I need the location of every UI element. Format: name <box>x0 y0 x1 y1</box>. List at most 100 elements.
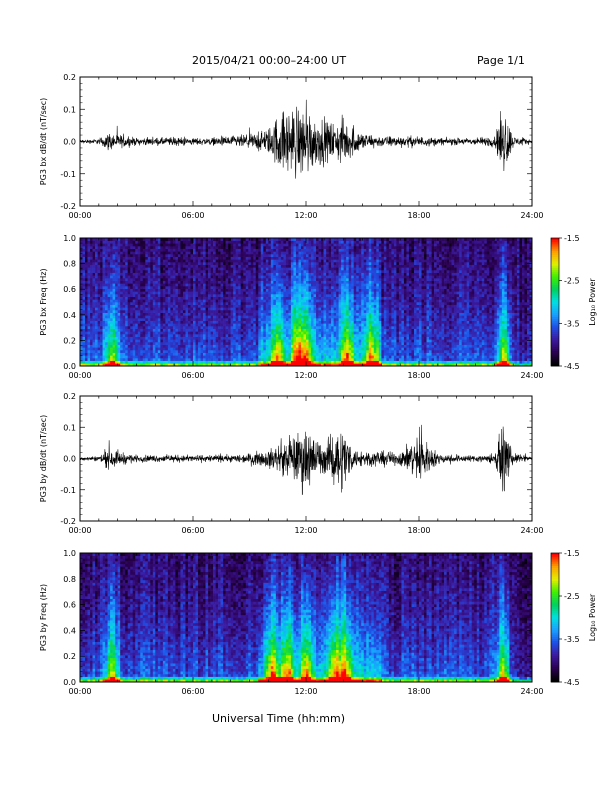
y-axis-label: PG3 bx dB/dt (nT/sec) <box>39 98 48 185</box>
colorbar-swatch <box>551 576 559 580</box>
x-tick-label: 12:00 <box>294 687 317 696</box>
colorbar-swatch <box>551 557 559 560</box>
colorbar-tick-label: -4.5 <box>564 362 580 371</box>
colorbar-swatch <box>551 654 559 657</box>
y-tick-label: 0.6 <box>63 601 76 610</box>
colorbar-swatch <box>551 600 559 603</box>
colorbar-swatch <box>551 578 559 582</box>
colorbar-swatch <box>551 664 559 668</box>
y-axis-label: PG3 bx Freq (Hz) <box>39 268 48 335</box>
colorbar-label: Log₁₀ Power <box>588 593 597 641</box>
colorbar-swatch <box>551 329 559 333</box>
colorbar-swatch <box>551 291 559 294</box>
y-tick-label: 0.1 <box>63 423 76 432</box>
colorbar-swatch <box>551 574 559 578</box>
colorbar-swatch <box>551 248 559 252</box>
dbdt-trace <box>79 424 533 496</box>
x-tick-label: 18:00 <box>407 211 430 220</box>
colorbar-swatch <box>551 340 559 343</box>
colorbar-swatch <box>551 321 559 324</box>
x-tick-label: 00:00 <box>68 371 91 380</box>
colorbar-swatch <box>551 348 559 352</box>
colorbar-swatch <box>551 314 559 318</box>
colorbar-swatch <box>551 293 559 296</box>
colorbar-swatch <box>551 325 559 328</box>
colorbar-frame <box>550 237 560 367</box>
colorbar-swatch <box>551 613 559 616</box>
colorbar-swatch <box>551 669 559 672</box>
colorbar-swatch <box>551 302 559 305</box>
colorbar-swatch <box>551 561 559 565</box>
colorbar-swatch <box>551 244 559 247</box>
colorbar-swatch <box>551 649 559 653</box>
colorbar-swatch <box>551 555 559 558</box>
colorbar-swatch <box>551 353 559 356</box>
colorbar-swatch <box>551 242 559 245</box>
x-tick-label: 24:00 <box>520 371 543 380</box>
colorbar-swatch <box>551 344 559 348</box>
colorbar-swatch <box>551 295 559 299</box>
x-tick-label: 12:00 <box>294 211 317 220</box>
colorbar-swatch <box>551 351 559 354</box>
colorbar-swatch <box>551 246 559 250</box>
colorbar-swatch <box>551 310 559 314</box>
colorbar-swatch <box>551 602 559 605</box>
colorbar-swatch <box>551 662 559 666</box>
y-tick-label: 0.2 <box>63 652 76 661</box>
x-tick-label: 06:00 <box>181 371 204 380</box>
colorbar-swatch <box>551 563 559 567</box>
colorbar-swatch <box>551 284 559 288</box>
colorbar-swatch <box>551 677 559 681</box>
x-tick-label: 00:00 <box>68 687 91 696</box>
colorbar-swatch <box>551 606 559 610</box>
colorbar-swatch <box>551 553 559 556</box>
y-tick-label: 0.8 <box>63 260 76 269</box>
colorbar-swatch <box>551 280 559 284</box>
colorbar-swatch <box>551 617 559 621</box>
y-tick-label: 0.1 <box>63 105 76 114</box>
x-tick-label: 00:00 <box>68 526 91 535</box>
colorbar-swatch <box>551 621 559 625</box>
colorbar-swatch <box>551 240 559 243</box>
colorbar-swatch <box>551 666 559 670</box>
colorbar-swatch <box>551 319 559 322</box>
x-tick-label: 06:00 <box>181 526 204 535</box>
colorbar-swatch <box>551 276 559 279</box>
y-tick-label: 0.4 <box>63 311 76 320</box>
colorbar-swatch <box>551 297 559 301</box>
colorbar-swatch <box>551 261 559 264</box>
colorbar-swatch <box>551 263 559 267</box>
y-tick-label: 1.0 <box>63 549 76 558</box>
colorbar-swatch <box>551 287 559 290</box>
y-tick-label: 0.6 <box>63 285 76 294</box>
colorbar-swatch <box>551 679 559 683</box>
colorbar-swatch <box>551 643 559 646</box>
colorbar-swatch <box>551 252 559 256</box>
colorbar-swatch <box>551 656 559 659</box>
colorbar-swatch <box>551 596 559 599</box>
y-tick-label: 0.0 <box>63 362 76 371</box>
colorbar-swatch <box>551 583 559 586</box>
colorbar-swatch <box>551 338 559 341</box>
colorbar-swatch <box>551 645 559 648</box>
y-tick-label: -0.2 <box>60 517 76 526</box>
colorbar-swatch <box>551 299 559 303</box>
colorbar-swatch <box>551 259 559 262</box>
colorbar-swatch <box>551 327 559 331</box>
colorbar-swatch <box>551 357 559 360</box>
colorbar-swatch <box>551 355 559 358</box>
colorbar-swatch <box>551 589 559 593</box>
x-tick-label: 06:00 <box>181 687 204 696</box>
colorbar-swatch <box>551 651 559 655</box>
colorbar-tick-label: -1.5 <box>564 234 580 243</box>
colorbar-swatch <box>551 346 559 350</box>
colorbar-swatch <box>551 636 559 640</box>
y-tick-label: -0.1 <box>60 170 76 179</box>
colorbar-swatch <box>551 671 559 674</box>
x-tick-label: 12:00 <box>294 526 317 535</box>
y-tick-label: 0.0 <box>63 455 76 464</box>
colorbar-swatch <box>551 580 559 584</box>
x-tick-label: 18:00 <box>407 526 430 535</box>
colorbar-swatch <box>551 675 559 679</box>
